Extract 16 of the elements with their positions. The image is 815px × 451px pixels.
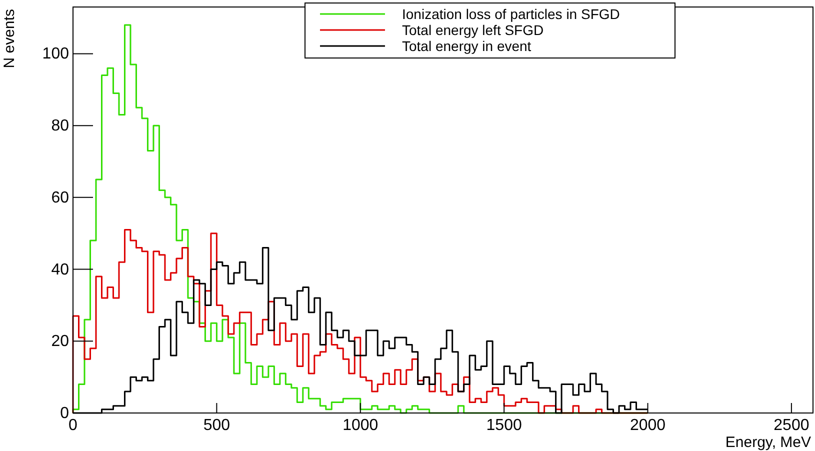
x-tick-label: 1500: [486, 417, 522, 434]
y-tick-label: 40: [51, 261, 70, 278]
x-tick-label: 1000: [342, 417, 378, 434]
y-tick-label: 60: [51, 189, 70, 206]
y-axis-title: N events: [1, 9, 18, 68]
y-tick-label: 20: [51, 333, 70, 350]
y-tick-label: 100: [42, 46, 70, 63]
legend-label: Total energy in event: [402, 38, 532, 54]
x-axis-title: Energy, MeV: [725, 434, 811, 451]
y-tick-label: 0: [60, 405, 70, 422]
x-tick-label: 2500: [774, 417, 810, 434]
legend-label: Total energy left SFGD: [402, 22, 544, 38]
x-tick-label: 2000: [630, 417, 666, 434]
x-tick-label: 500: [203, 417, 230, 434]
legend-label: Ionization loss of particles in SFGD: [402, 6, 620, 22]
y-tick-label: 80: [51, 118, 70, 135]
